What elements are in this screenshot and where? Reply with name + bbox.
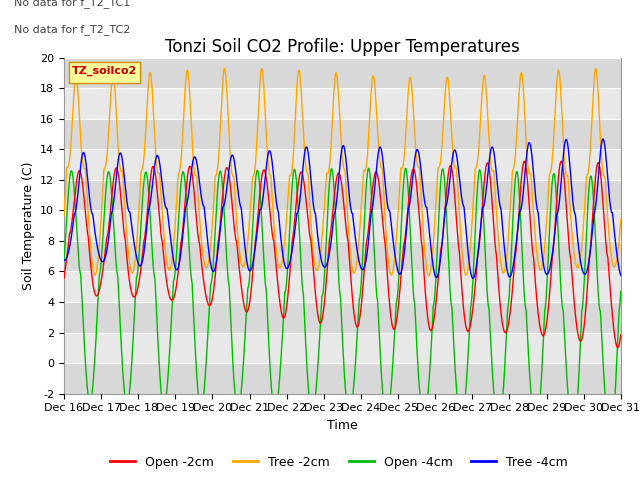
Bar (64, 149, 621, 180)
X-axis label: Time: Time (327, 419, 358, 432)
Bar (64, 180, 621, 210)
Legend:  (69, 62, 140, 84)
Bar (64, 271, 621, 302)
Bar (64, 241, 621, 271)
Legend: Open -2cm, Tree -2cm, Open -4cm, Tree -4cm: Open -2cm, Tree -2cm, Open -4cm, Tree -4… (106, 451, 573, 474)
Bar (64, 88, 621, 119)
Y-axis label: Soil Temperature (C): Soil Temperature (C) (22, 161, 35, 290)
Text: No data for f_T2_TC2: No data for f_T2_TC2 (14, 24, 131, 35)
Bar (64, 302, 621, 333)
Bar (64, 210, 621, 241)
Title: Tonzi Soil CO2 Profile: Upper Temperatures: Tonzi Soil CO2 Profile: Upper Temperatur… (165, 38, 520, 56)
Bar (64, 58, 621, 88)
Text: No data for f_T2_TC1: No data for f_T2_TC1 (14, 0, 130, 8)
Bar (64, 363, 621, 394)
Bar (64, 119, 621, 149)
Bar (64, 333, 621, 363)
